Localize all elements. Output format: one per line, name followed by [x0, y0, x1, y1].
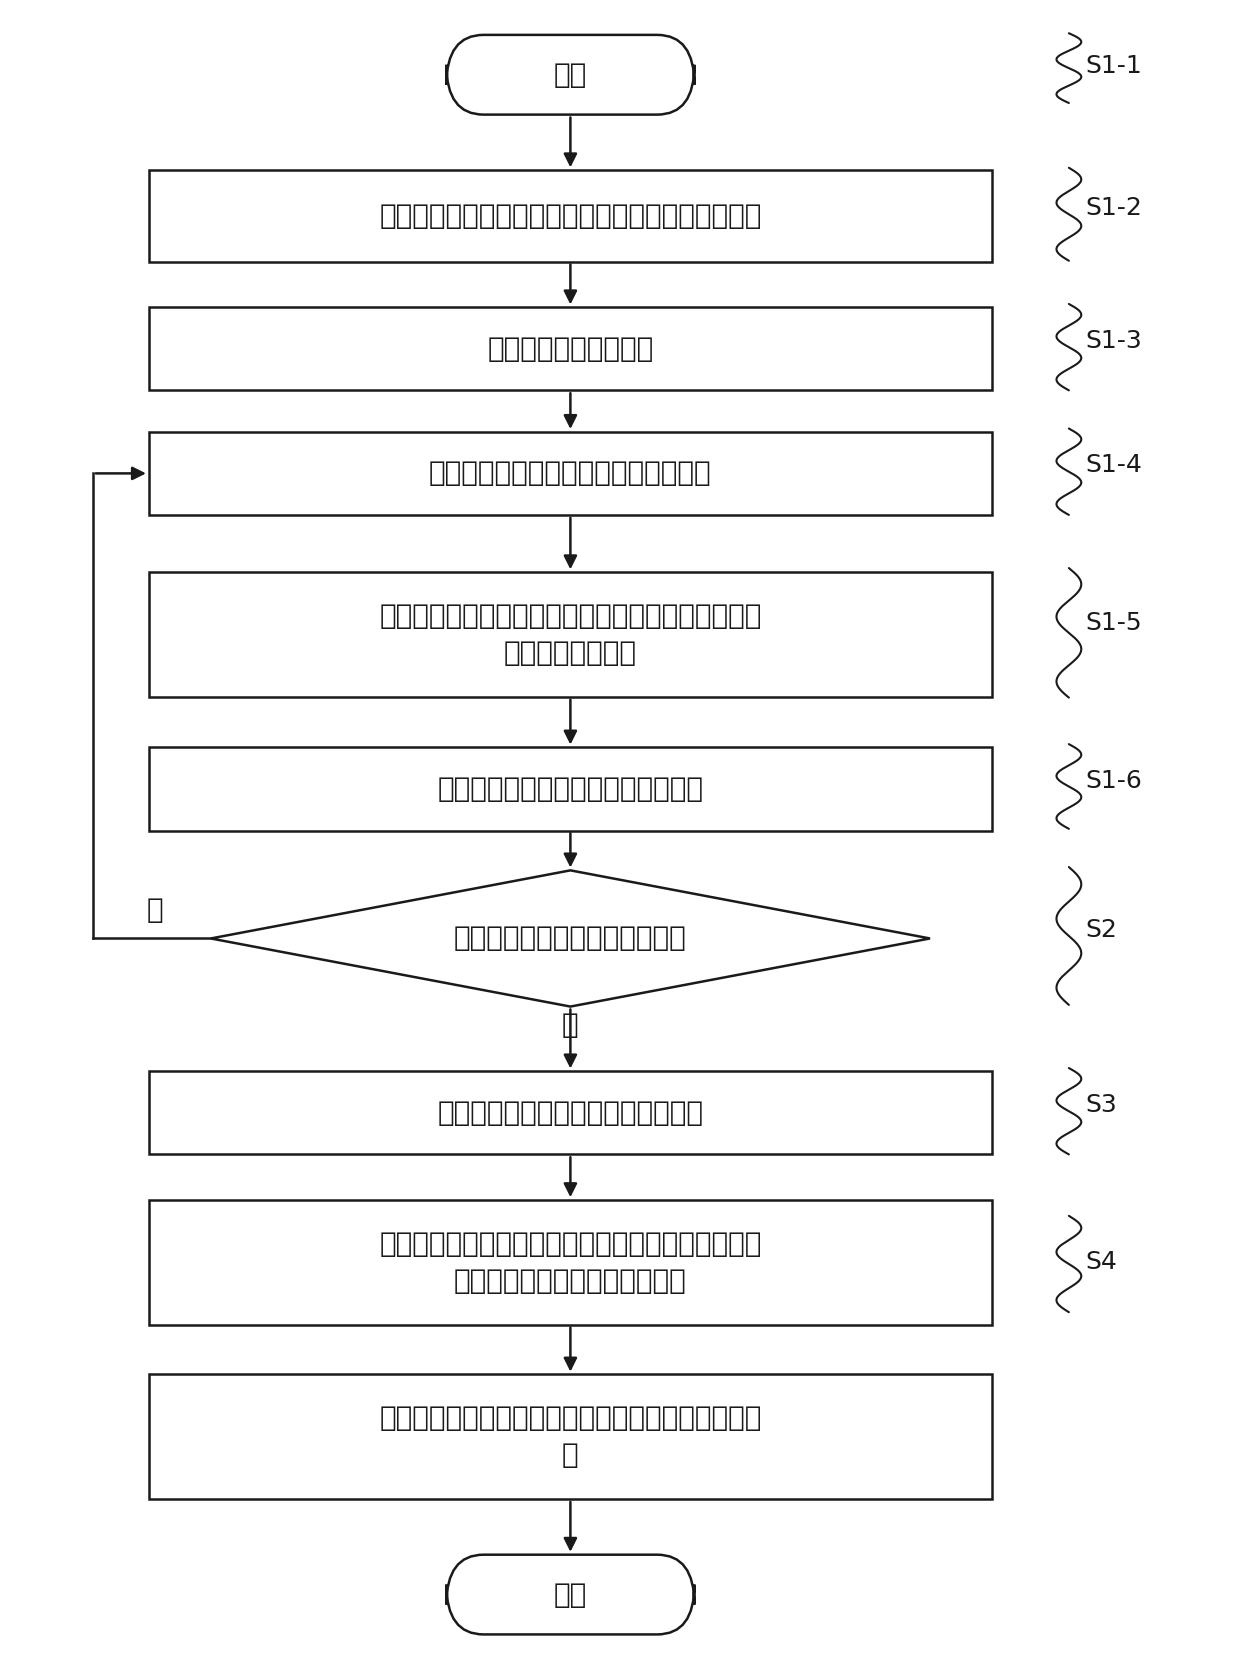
Text: S4: S4: [1085, 1251, 1117, 1274]
Text: S1-6: S1-6: [1085, 769, 1142, 792]
Text: 将预处理训练图像作为训练集输入模型: 将预处理训练图像作为训练集输入模型: [429, 460, 712, 487]
Text: S3: S3: [1085, 1093, 1117, 1116]
Text: 对待判定图像及目标图像进行预处理: 对待判定图像及目标图像进行预处理: [438, 1100, 703, 1126]
Polygon shape: [211, 870, 930, 1007]
Bar: [149, 1071, 992, 1154]
Text: 是: 是: [562, 1012, 579, 1038]
Text: 将预定层设定为量化层并进行整数位量化，然后进行
前向传递计算误差: 将预定层设定为量化层并进行整数位量化，然后进行 前向传递计算误差: [379, 601, 761, 668]
Bar: [149, 1375, 992, 1498]
Bar: [149, 432, 992, 515]
Text: 采用反向传播算法传递误差更新参数: 采用反向传播算法传递误差更新参数: [438, 776, 703, 802]
Text: 否: 否: [146, 897, 164, 924]
Text: S1-5: S1-5: [1085, 611, 1142, 635]
Bar: [149, 307, 992, 390]
Text: 结束: 结束: [554, 1581, 587, 1608]
Text: 根据目标特征向量及待判定向量判定出一致的人脸图
像: 根据目标特征向量及待判定向量判定出一致的人脸图 像: [379, 1404, 761, 1470]
Bar: [149, 571, 992, 698]
Text: 开始: 开始: [554, 61, 587, 88]
Text: 将预处理待判定图像及预处理目标图像输入模型得到
待判定特征向量及目标特征向量: 将预处理待判定图像及预处理目标图像输入模型得到 待判定特征向量及目标特征向量: [379, 1229, 761, 1296]
FancyBboxPatch shape: [446, 1555, 694, 1634]
Text: S1-1: S1-1: [1085, 55, 1142, 78]
Text: 对多个现有人脸图像进行预处理获得预处理训练图像: 对多个现有人脸图像进行预处理获得预处理训练图像: [379, 203, 761, 229]
Text: 构建卷积神经网络模型: 构建卷积神经网络模型: [487, 336, 653, 362]
Text: S1-2: S1-2: [1085, 196, 1142, 219]
Bar: [149, 169, 992, 261]
Bar: [149, 1199, 992, 1325]
Bar: [149, 747, 992, 830]
FancyBboxPatch shape: [446, 35, 694, 115]
Text: 是否达到达到了完成训练的条件: 是否达到达到了完成训练的条件: [454, 925, 687, 952]
Text: S2: S2: [1085, 919, 1117, 942]
Text: S1-3: S1-3: [1085, 329, 1142, 352]
Text: S1-4: S1-4: [1085, 453, 1142, 477]
